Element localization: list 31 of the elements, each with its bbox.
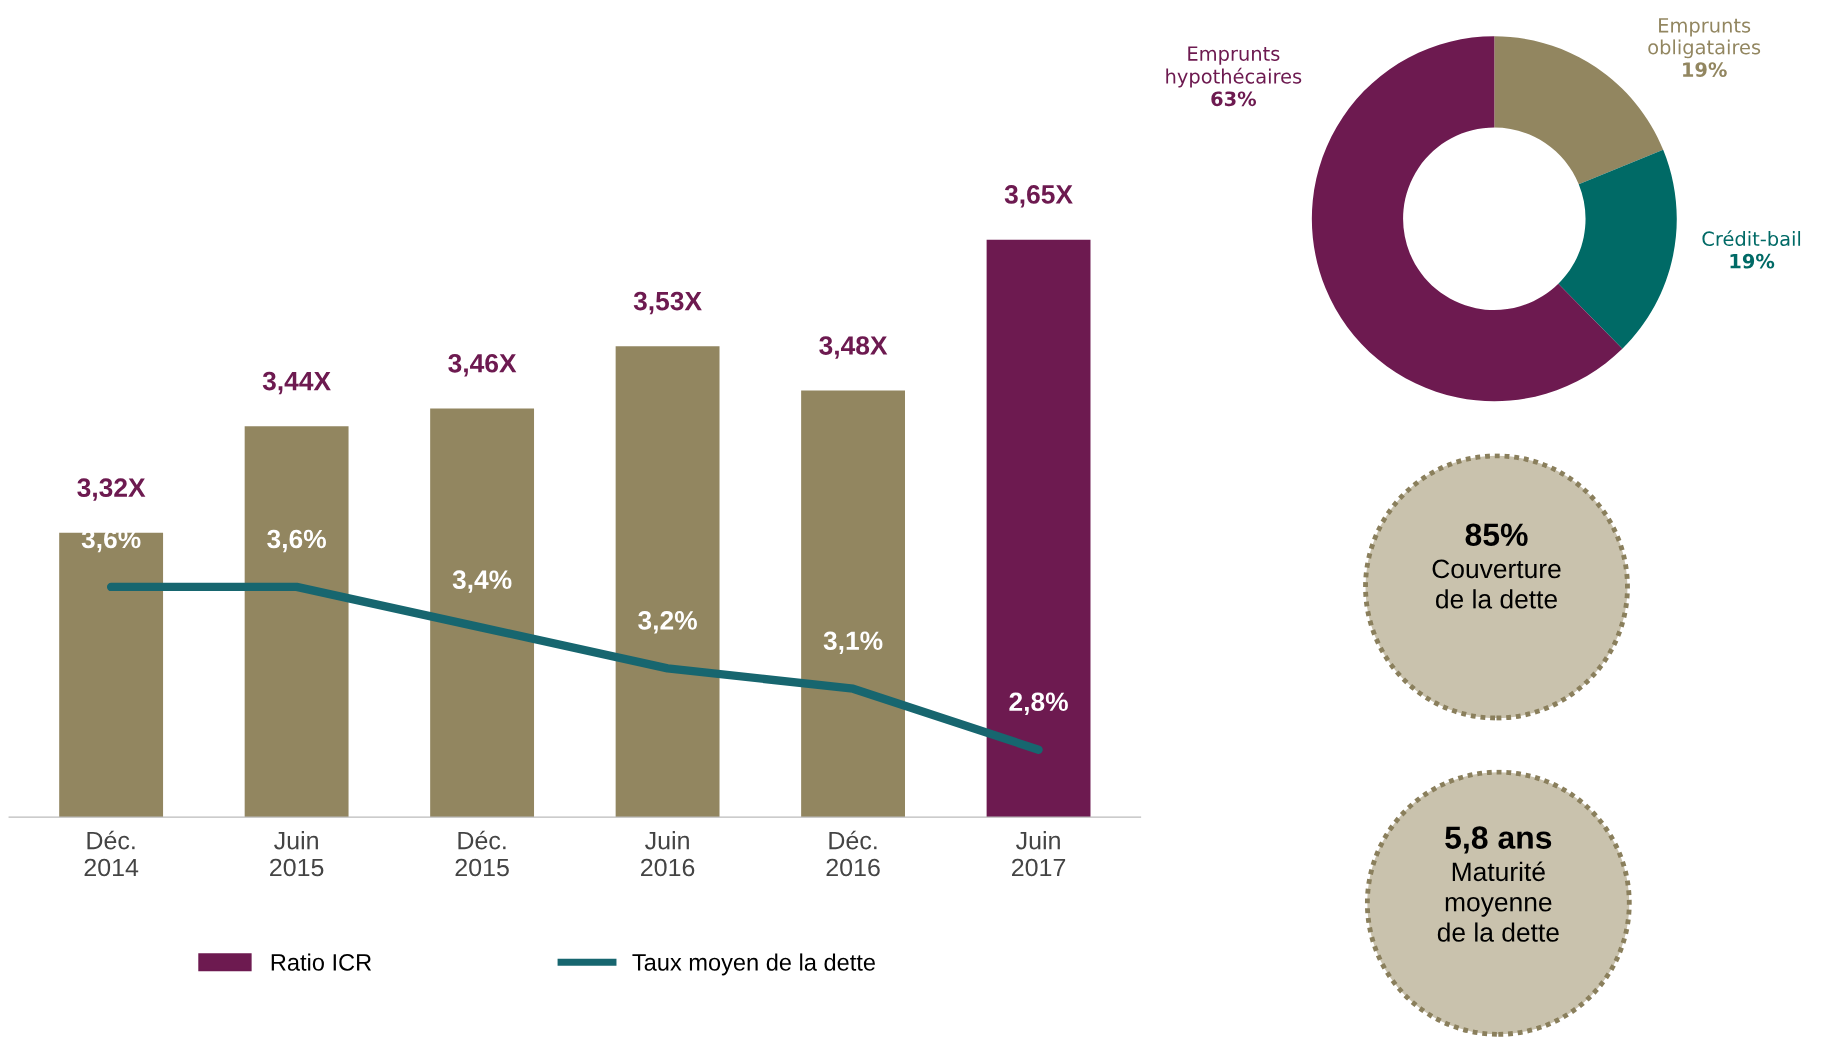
- x-tick-label: Déc. 2015: [455, 830, 509, 877]
- legend-label: Taux moyen de la dette: [632, 953, 875, 976]
- data-label: 3,48X: [819, 336, 888, 359]
- slice-label: Emprunts obligataires: [1648, 18, 1761, 59]
- x-tick-label: Juin 2015: [270, 831, 324, 877]
- data-label: 63%: [1211, 91, 1257, 107]
- slice-label: Crédit-bail: [1702, 230, 1801, 247]
- data-label: 3,1%: [823, 631, 883, 654]
- x-tick-label: Juin 2017: [1012, 831, 1066, 877]
- x-tick-label: Juin 2016: [641, 831, 695, 877]
- donut-slice: [1311, 36, 1623, 402]
- data-label: 3,32X: [77, 478, 146, 501]
- text: Couverture de la dette: [1432, 559, 1561, 609]
- data-label: 3,4%: [452, 570, 512, 593]
- text: 85%: [1465, 523, 1528, 547]
- data-label: 3,44X: [262, 371, 331, 395]
- donut-slice: [1558, 149, 1677, 349]
- data-label: 3,53X: [633, 291, 702, 315]
- data-label: 3,46X: [448, 353, 517, 377]
- data-label: 2,8%: [1009, 692, 1068, 715]
- data-label: 19%: [1683, 62, 1727, 77]
- text: 5,8 ans: [1445, 826, 1552, 854]
- text: Maturité moyenne de la dette: [1437, 861, 1559, 942]
- x-tick-label: Déc. 2014: [84, 830, 139, 877]
- legend-label: Ratio ICR: [271, 953, 372, 971]
- data-label: 19%: [1730, 253, 1775, 269]
- data-label: 3,6%: [267, 529, 326, 553]
- data-label: 3,2%: [638, 611, 697, 634]
- slice-label: Emprunts hypothécaires: [1166, 46, 1302, 88]
- x-tick-label: Déc. 2016: [826, 830, 880, 877]
- data-label: 3,65X: [1004, 185, 1073, 208]
